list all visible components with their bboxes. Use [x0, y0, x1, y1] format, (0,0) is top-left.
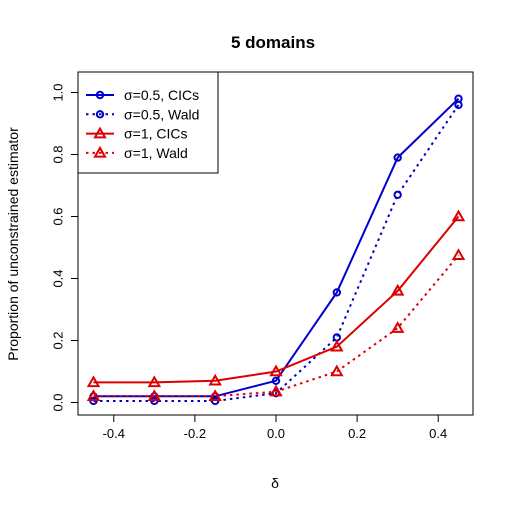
x-axis-label: δ [271, 475, 279, 491]
y-tick-label: 0.4 [51, 269, 66, 287]
data-point [269, 364, 283, 377]
x-axis: -0.4 -0.2 0.0 0.2 0.4 [103, 414, 447, 441]
x-tick-label: 0.0 [267, 426, 285, 441]
series-4 [86, 248, 466, 402]
data-point [330, 339, 344, 352]
data-point [147, 375, 162, 388]
y-tick-label: 0.6 [51, 207, 66, 225]
data-point [390, 283, 405, 296]
y-axis-label: Proportion of unconstrained estimator [5, 127, 21, 361]
data-point [208, 373, 222, 386]
y-tick-label: 1.0 [51, 83, 66, 101]
data-point [208, 389, 222, 402]
y-tick-label: 0.2 [51, 331, 66, 349]
data-point [451, 209, 466, 222]
data-point [451, 248, 466, 260]
circle-marker-icon [95, 90, 105, 100]
legend-entry: σ=1, Wald [86, 145, 188, 161]
data-point [454, 100, 463, 110]
legend-label: σ=0.5, Wald [124, 106, 199, 122]
series-layer [86, 94, 466, 406]
legend-label: σ=1, CICs [124, 126, 188, 142]
data-point [86, 389, 101, 402]
circle-marker-icon [95, 110, 105, 119]
legend-entry: σ=0.5, Wald [86, 106, 199, 122]
data-point [269, 384, 283, 397]
series-3 [86, 209, 466, 388]
data-point [332, 288, 342, 297]
x-tick-label: -0.2 [184, 426, 206, 441]
legend-label: σ=1, Wald [124, 145, 188, 161]
legend-entry: σ=1, CICs [86, 126, 188, 142]
chart-title: 5 domains [231, 33, 315, 52]
x-tick-label: -0.4 [103, 426, 125, 441]
data-point [393, 153, 402, 162]
data-point [271, 376, 281, 385]
legend-label: σ=0.5, CICs [124, 87, 199, 103]
data-point [393, 190, 402, 200]
x-tick-label: 0.4 [429, 426, 447, 441]
triangle-marker-icon [93, 126, 107, 139]
data-point [86, 375, 101, 388]
y-axis: 0.0 0.2 0.4 0.6 0.8 1.0 [51, 83, 79, 412]
data-point [390, 321, 405, 333]
triangle-marker-icon [93, 145, 107, 158]
data-point [330, 364, 344, 377]
series-line [93, 254, 460, 398]
series-line [93, 215, 460, 384]
legend: σ=0.5, CICs σ=0.5, Wald σ=1, CICs σ=1, Wald [77, 71, 219, 174]
y-tick-label: 0.0 [51, 393, 66, 411]
y-tick-label: 0.8 [51, 145, 66, 163]
x-tick-label: 0.2 [348, 426, 366, 441]
data-point [332, 333, 342, 342]
data-point [147, 389, 162, 402]
legend-entry: σ=0.5, CICs [86, 87, 199, 103]
